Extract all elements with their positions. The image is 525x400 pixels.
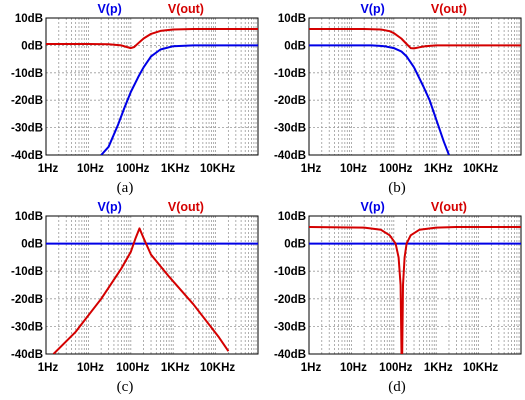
y-tick-label: -20dB <box>11 294 43 306</box>
series-line-vout <box>52 227 230 354</box>
y-tick-label: 10dB <box>278 211 306 223</box>
legend-entry-vp: V(p) <box>360 200 384 214</box>
x-tick-label: 1KHz <box>161 163 190 175</box>
x-tick-label: 1KHz <box>161 362 190 374</box>
legend-entry-vout: V(out) <box>168 200 204 214</box>
plot-frame <box>45 17 259 156</box>
x-tick-label: 1KHz <box>424 163 453 175</box>
x-tick-label: 10Hz <box>77 362 104 374</box>
x-tick-label: 100Hz <box>116 163 149 175</box>
y-tick-label: 10dB <box>15 13 43 25</box>
x-tick-label: 1Hz <box>38 362 59 374</box>
legend-entry-vout: V(out) <box>168 2 204 16</box>
x-tick-label: 10Hz <box>340 362 367 374</box>
plot-frame <box>308 17 522 156</box>
series-line-vout <box>46 28 258 50</box>
y-tick-label: -20dB <box>274 294 306 306</box>
x-tick-label: 10Hz <box>340 163 367 175</box>
x-tick-label: 10KHz <box>200 163 235 175</box>
legend-entry-vp: V(p) <box>97 200 121 214</box>
y-tick-label: 10dB <box>15 211 43 223</box>
y-tick-label: -40dB <box>11 349 43 361</box>
y-tick-label: -30dB <box>274 321 306 333</box>
plot-frame <box>45 215 259 355</box>
panel-caption: (b) <box>388 180 406 196</box>
panel-caption: (c) <box>117 379 134 395</box>
series-line-vp <box>309 44 450 155</box>
y-tick-label: 0dB <box>21 239 43 251</box>
plot-frame <box>308 215 522 355</box>
x-tick-label: 10Hz <box>77 163 104 175</box>
y-tick-label: -20dB <box>11 95 43 107</box>
y-tick-label: 10dB <box>278 13 306 25</box>
x-tick-label: 100Hz <box>379 362 412 374</box>
y-tick-label: -40dB <box>274 349 306 361</box>
series-line-vout <box>309 28 521 50</box>
legend-entry-vout: V(out) <box>431 200 467 214</box>
y-tick-label: -30dB <box>274 123 306 135</box>
x-tick-label: 1KHz <box>424 362 453 374</box>
series-line-vp <box>100 44 258 155</box>
y-tick-label: -10dB <box>274 68 306 80</box>
y-tick-label: -10dB <box>274 266 306 278</box>
x-tick-label: 10KHz <box>463 362 498 374</box>
panel-caption: (d) <box>388 379 406 395</box>
legend-entry-vp: V(p) <box>97 2 121 16</box>
x-tick-label: 1Hz <box>301 362 322 374</box>
x-tick-label: 1Hz <box>301 163 322 175</box>
legend-entry-vp: V(p) <box>360 2 384 16</box>
x-tick-label: 100Hz <box>116 362 149 374</box>
y-tick-label: 0dB <box>284 40 306 52</box>
y-tick-label: -20dB <box>274 95 306 107</box>
panel-caption: (a) <box>117 180 134 196</box>
x-tick-label: 1Hz <box>38 163 59 175</box>
y-tick-label: -40dB <box>274 150 306 162</box>
series-line-vout <box>309 226 521 354</box>
x-tick-label: 10KHz <box>200 362 235 374</box>
legend-entry-vout: V(out) <box>431 2 467 16</box>
y-tick-label: -10dB <box>11 68 43 80</box>
y-tick-label: -40dB <box>11 150 43 162</box>
y-tick-label: 0dB <box>284 239 306 251</box>
x-tick-label: 10KHz <box>463 163 498 175</box>
y-tick-label: -30dB <box>11 321 43 333</box>
y-tick-label: -30dB <box>11 123 43 135</box>
y-tick-label: 0dB <box>21 40 43 52</box>
y-tick-label: -10dB <box>11 266 43 278</box>
x-tick-label: 100Hz <box>379 163 412 175</box>
